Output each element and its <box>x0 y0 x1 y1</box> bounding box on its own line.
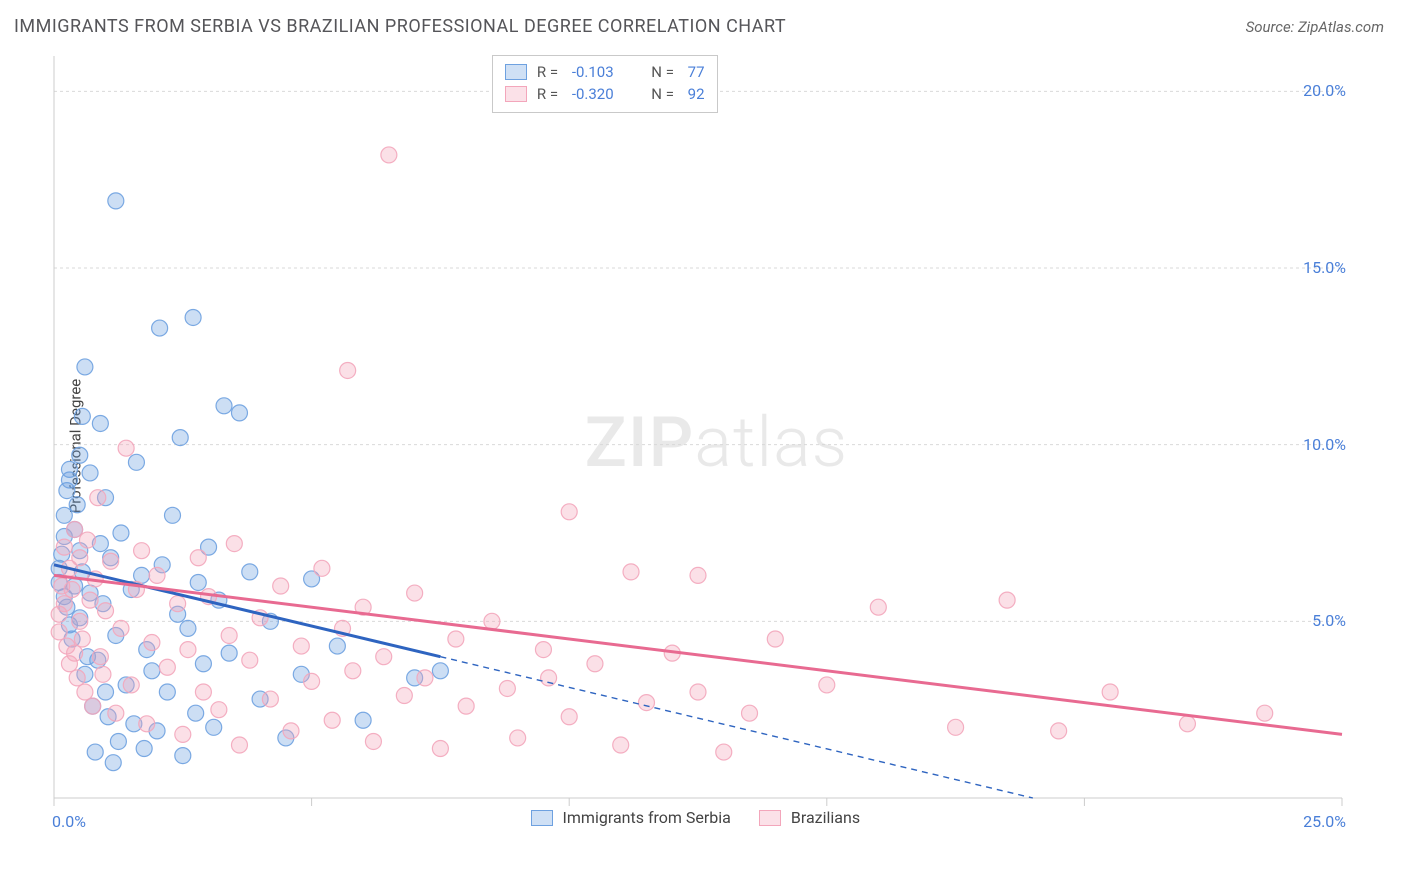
legend-r-label: R = <box>537 83 562 105</box>
y-tick-label: 5.0% <box>1312 611 1346 630</box>
legend-swatch <box>505 64 527 80</box>
legend-n-label: N = <box>644 83 678 105</box>
legend-r-value: -0.103 <box>572 61 634 83</box>
legend-n-value: 77 <box>688 61 705 83</box>
legend-row: R = -0.103 N = 77 <box>505 61 705 83</box>
series-name: Immigrants from Serbia <box>563 808 731 827</box>
legend-swatch <box>759 810 781 826</box>
y-tick-label: 15.0% <box>1303 258 1346 277</box>
series-legend: Immigrants from Serbia Brazilians <box>531 808 861 827</box>
chart-title: IMMIGRANTS FROM SERBIA VS BRAZILIAN PROF… <box>14 16 786 37</box>
series-legend-item: Brazilians <box>759 808 860 827</box>
legend-r-label: R = <box>537 61 562 83</box>
legend-swatch <box>505 86 527 102</box>
correlation-legend: R = -0.103 N = 77R = -0.320 N = 92 <box>492 55 718 113</box>
source-attribution: Source: ZipAtlas.com <box>1246 18 1384 36</box>
x-tick-label: 0.0% <box>52 812 86 831</box>
y-tick-label: 10.0% <box>1303 435 1346 454</box>
chart-container: IMMIGRANTS FROM SERBIA VS BRAZILIAN PROF… <box>0 0 1406 892</box>
legend-swatch <box>531 810 553 826</box>
x-tick-label: 25.0% <box>1303 812 1346 831</box>
y-tick-label: 20.0% <box>1303 81 1346 100</box>
chart-svg <box>48 50 1378 840</box>
legend-n-label: N = <box>644 61 678 83</box>
series-name: Brazilians <box>791 808 860 827</box>
series-legend-item: Immigrants from Serbia <box>531 808 731 827</box>
plot-area <box>48 50 1378 840</box>
legend-n-value: 92 <box>688 83 705 105</box>
legend-r-value: -0.320 <box>572 83 634 105</box>
legend-row: R = -0.320 N = 92 <box>505 83 705 105</box>
